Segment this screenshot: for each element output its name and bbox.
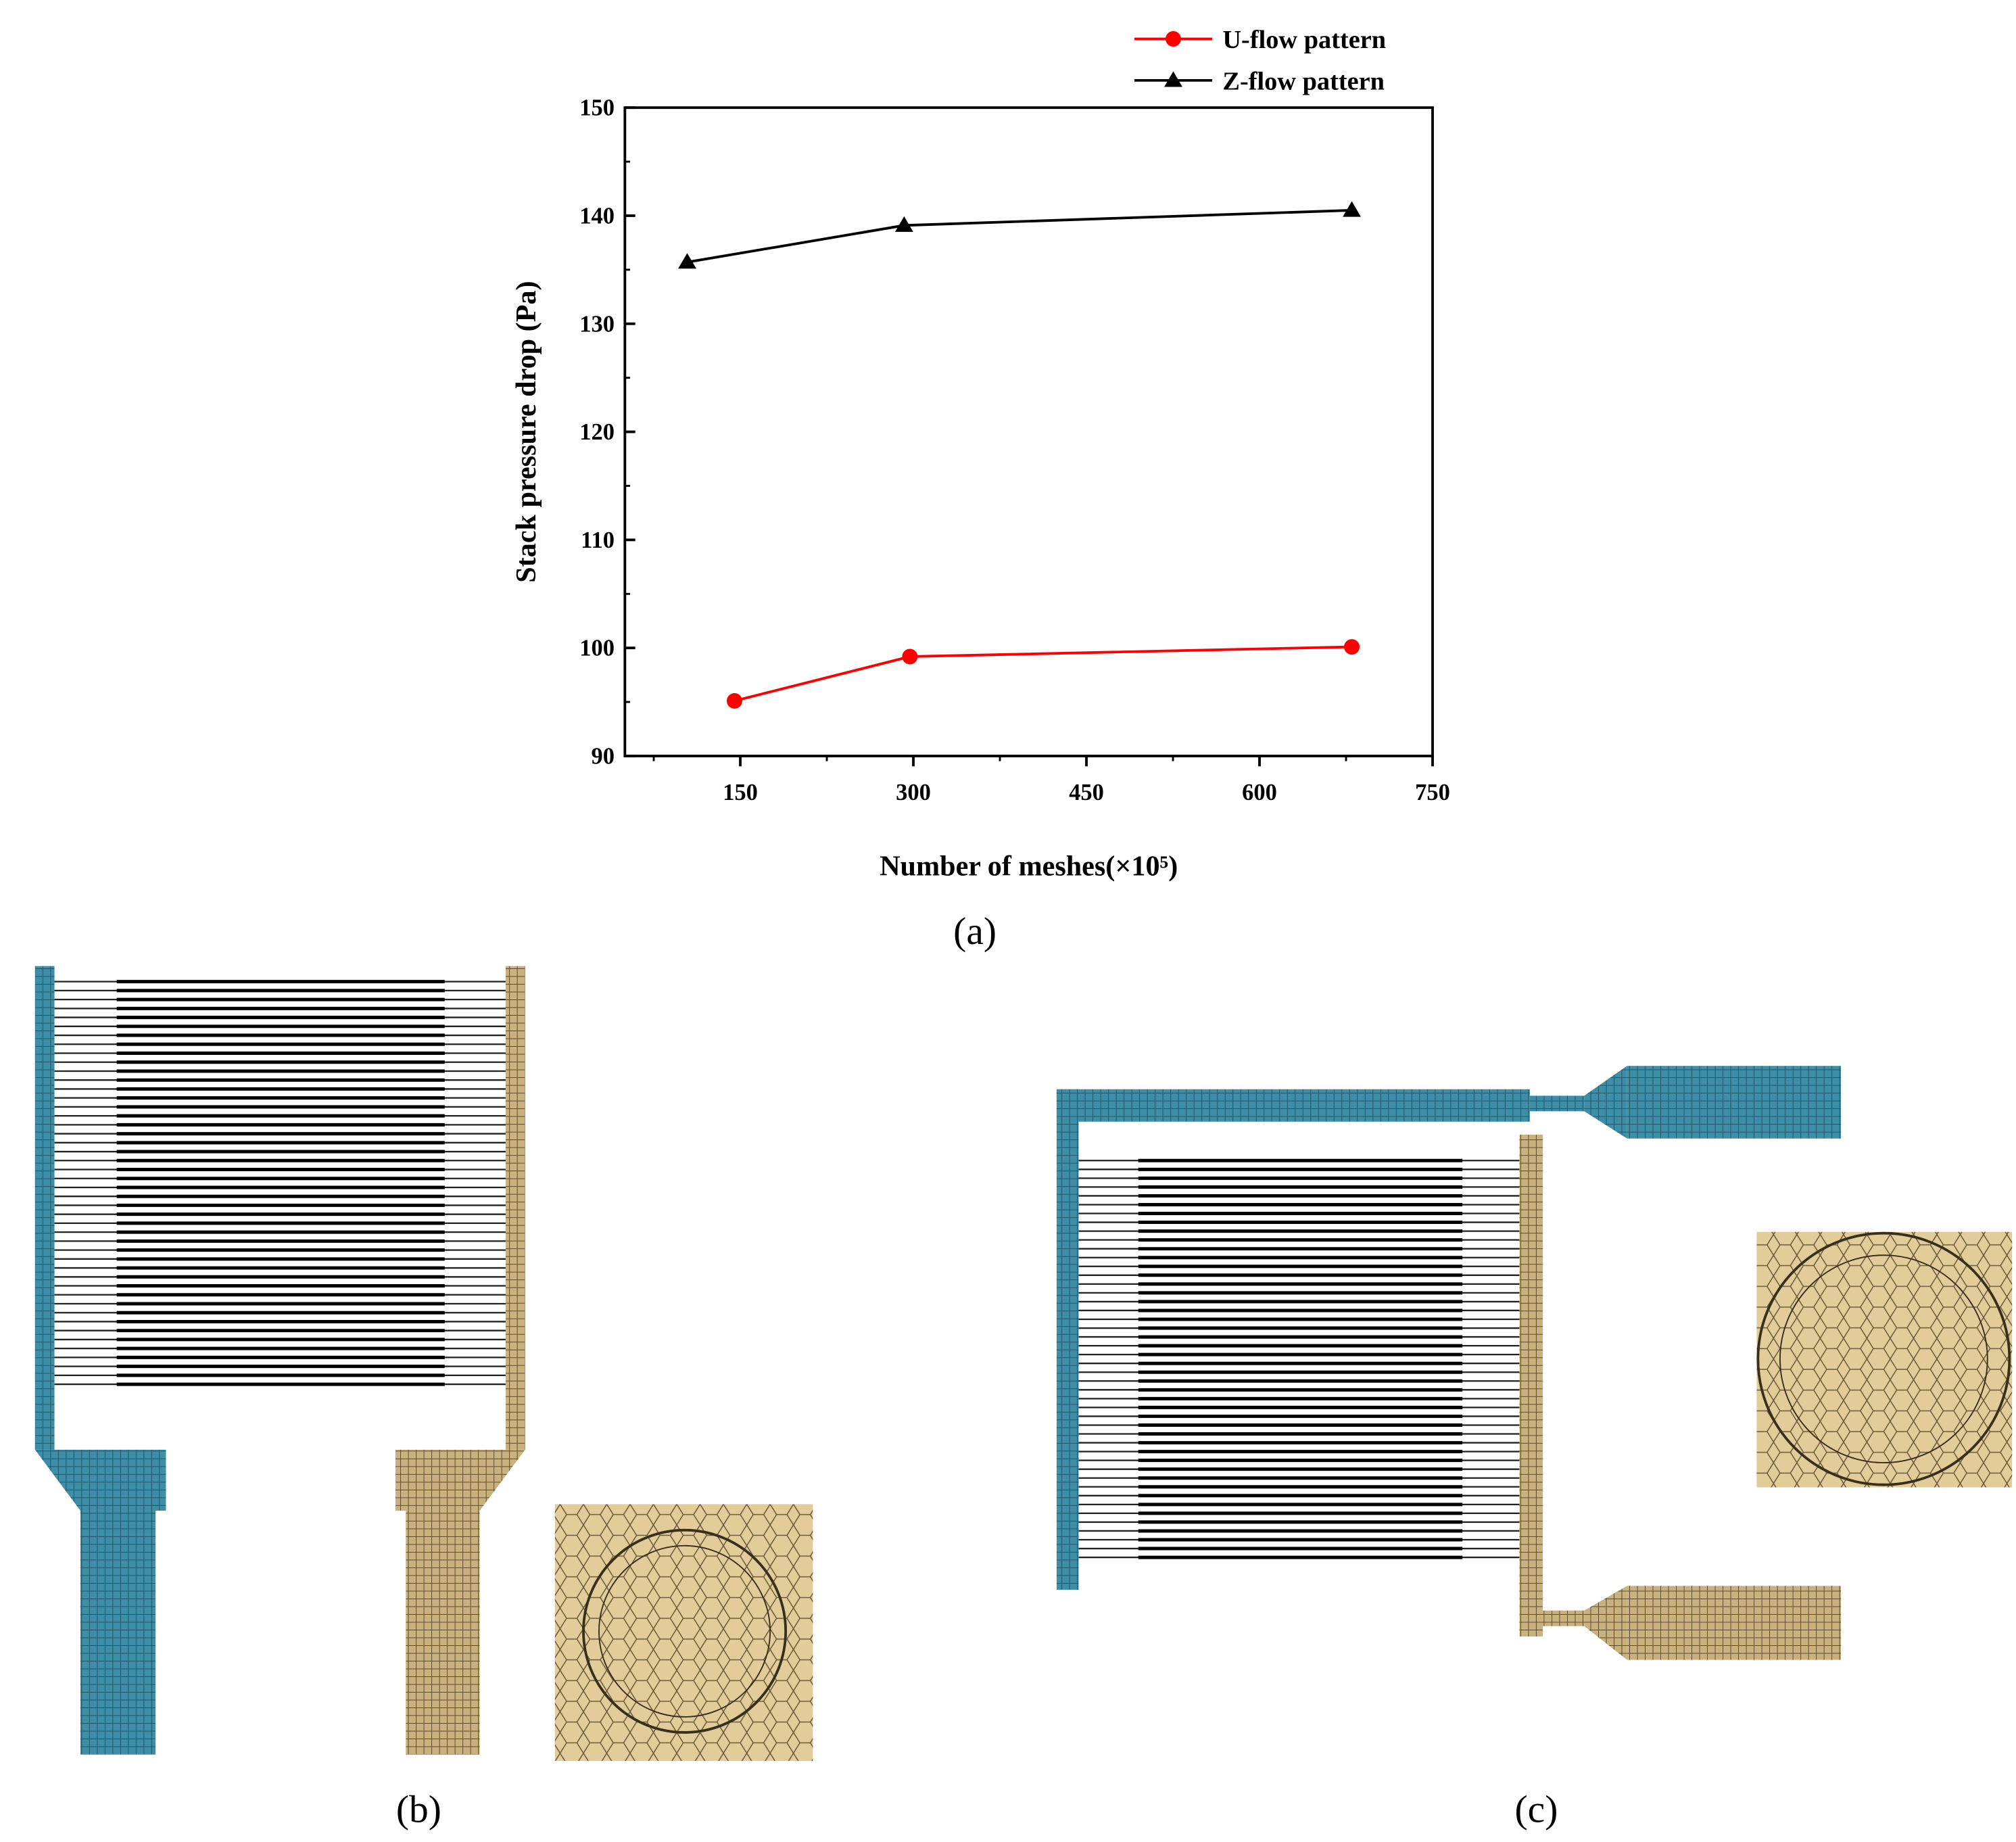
x-tick-label: 300 bbox=[896, 780, 931, 805]
marker bbox=[1343, 201, 1361, 217]
series-line bbox=[734, 645, 1352, 703]
y-tick-label: 140 bbox=[579, 203, 615, 229]
panel-label: (c) bbox=[1515, 1788, 1558, 1831]
y-axis-title: Stack pressure drop (Pa) bbox=[510, 281, 542, 582]
x-axis-title: Number of meshes(×10⁵) bbox=[880, 850, 1178, 882]
marker bbox=[902, 648, 918, 665]
marker bbox=[678, 253, 696, 269]
mesh-z-flow bbox=[1056, 1066, 2013, 1660]
legend-marker bbox=[1164, 71, 1182, 87]
panel-label: (a) bbox=[953, 910, 997, 953]
panel-label: (b) bbox=[396, 1788, 441, 1831]
x-tick-label: 600 bbox=[1242, 780, 1277, 805]
mesh-u-flow bbox=[34, 966, 813, 1762]
plot-frame bbox=[623, 106, 1434, 757]
x-tick-label: 750 bbox=[1415, 780, 1450, 805]
marker bbox=[1344, 639, 1360, 655]
legend-marker bbox=[1165, 31, 1182, 47]
y-tick-label: 120 bbox=[579, 419, 615, 445]
y-tick-label: 130 bbox=[579, 311, 615, 337]
y-tick-label: 110 bbox=[581, 527, 615, 553]
legend-label: Z-flow pattern bbox=[1222, 67, 1385, 95]
series-line bbox=[687, 209, 1352, 264]
x-tick-label: 450 bbox=[1069, 780, 1104, 805]
y-tick-label: 90 bbox=[591, 743, 614, 769]
y-tick-label: 100 bbox=[579, 636, 615, 661]
legend-label: U-flow pattern bbox=[1222, 26, 1386, 54]
marker bbox=[894, 216, 913, 232]
x-tick-label: 150 bbox=[723, 780, 758, 805]
line-chart: 90 100 110 120 130 140 150 150 300 450 600 750 Numbe… bbox=[510, 26, 1450, 882]
y-tick-label: 150 bbox=[579, 95, 615, 121]
marker bbox=[726, 692, 742, 709]
